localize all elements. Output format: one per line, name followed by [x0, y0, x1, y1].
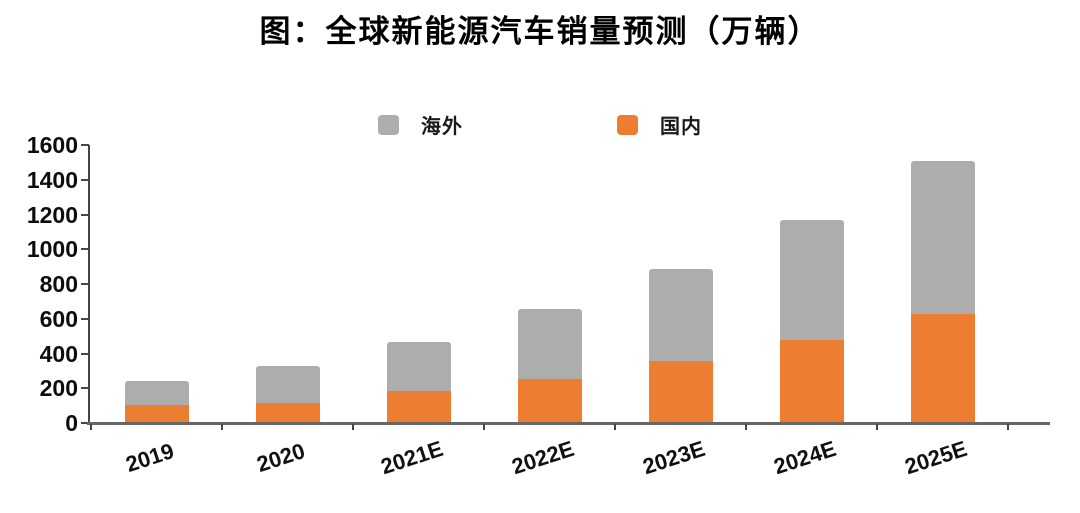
bar-segment-domestic [255, 402, 320, 422]
bar-segment-domestic [517, 378, 582, 422]
x-tick-mark [352, 424, 354, 430]
x-tick-mark [483, 424, 485, 430]
bar-segment-domestic [648, 361, 713, 422]
domestic-swatch-icon [617, 114, 638, 135]
y-tick-label: 1600 [26, 132, 78, 158]
x-tick-mark [221, 424, 223, 430]
legend-label-domestic: 国内 [660, 116, 702, 138]
x-tick-label: 2024E [770, 435, 839, 480]
bar-segment-domestic [124, 404, 189, 422]
y-tick-label: 1200 [26, 201, 78, 228]
x-tick-mark [1007, 424, 1009, 430]
x-tick-label: 2025E [901, 435, 970, 480]
x-tick-mark [876, 424, 878, 430]
x-axis-line [87, 422, 1050, 425]
y-tick-mark [81, 387, 89, 390]
bar-segment-domestic [910, 314, 975, 422]
bar-segment-overseas [517, 309, 582, 379]
x-tick-mark [745, 424, 747, 430]
x-tick-label: 2022E [508, 435, 577, 480]
y-tick-mark [81, 248, 89, 251]
x-tick-label: 2019 [122, 438, 177, 477]
legend-label-overseas: 海外 [421, 116, 463, 138]
y-tick-label: 0 [65, 410, 78, 436]
x-tick-label: 2023E [639, 435, 708, 480]
y-tick-mark [81, 317, 89, 320]
y-tick-label: 400 [39, 340, 78, 367]
legend-item-overseas: 海外 [378, 110, 463, 139]
bar-segment-overseas [910, 161, 975, 315]
y-tick-mark [81, 283, 89, 285]
y-tick-label: 600 [39, 305, 78, 332]
y-tick-mark [81, 178, 89, 181]
y-tick-label: 800 [39, 271, 78, 297]
bar-segment-overseas [779, 220, 844, 341]
y-tick-label: 1400 [26, 166, 78, 193]
overseas-swatch-icon [378, 114, 399, 135]
x-tick-mark [614, 424, 616, 430]
bar-segment-overseas [648, 269, 713, 362]
chart-title: 图：全球新能源汽车销量预测（万辆） [259, 14, 821, 49]
y-axis-line [88, 145, 90, 425]
bar-segment-overseas [124, 381, 189, 405]
bar-segment-overseas [255, 366, 320, 403]
y-tick-mark [81, 422, 89, 424]
y-tick-mark [81, 352, 89, 355]
x-tick-label: 2021E [377, 435, 446, 480]
y-tick-label: 200 [39, 375, 78, 402]
bar-segment-domestic [779, 340, 844, 422]
x-tick-label: 2020 [253, 438, 308, 477]
legend-item-domestic: 国内 [617, 110, 702, 139]
x-tick-mark [90, 424, 92, 430]
bar-segment-domestic [386, 390, 451, 422]
y-tick-label: 1000 [26, 236, 78, 263]
legend: 海外 国内 [0, 110, 1080, 139]
y-tick-mark [81, 213, 89, 216]
y-tick-mark [81, 144, 89, 146]
bar-segment-overseas [386, 342, 451, 391]
